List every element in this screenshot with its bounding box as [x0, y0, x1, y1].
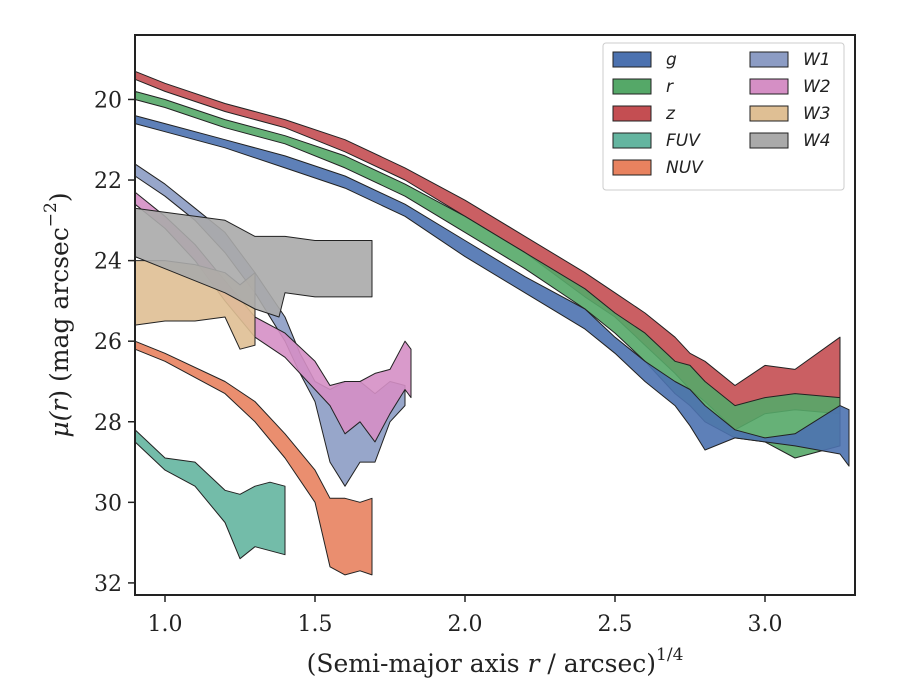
legend-swatch-w1	[749, 51, 789, 68]
y-axis-label: μ(r) (mag arcsec−2)	[41, 192, 74, 437]
band-g	[134, 115, 850, 467]
y-tick-label: 32	[94, 572, 122, 597]
legend-swatch-w2	[749, 78, 789, 95]
band-fuv	[134, 429, 286, 560]
y-tick-label: 22	[94, 169, 122, 194]
legend-label-nuv: NUV	[666, 158, 704, 178]
y-tick-label: 20	[94, 88, 122, 113]
profile-bands	[134, 70, 850, 576]
x-axis-label: (Semi-major axis r / arcsec)1/4	[307, 645, 684, 678]
x-tick-label: 2.5	[598, 612, 633, 637]
legend-label-fuv: FUV	[666, 131, 701, 151]
legend-label-r: r	[666, 77, 674, 97]
y-tick-label: 30	[94, 491, 122, 516]
legend-label-g: g	[666, 50, 677, 70]
x-tick-label: 2.0	[448, 612, 483, 637]
y-axis-ticks: 20 22 24 26 28 30 32	[94, 88, 135, 597]
band-nuv	[134, 340, 373, 576]
band-w4	[134, 207, 373, 318]
legend-swatch-g	[612, 51, 652, 68]
legend-swatch-nuv	[612, 159, 652, 176]
legend-label-w4: W4	[803, 131, 831, 151]
x-tick-label: 1.0	[148, 612, 183, 637]
legend-swatch-w4	[749, 132, 789, 149]
legend-swatch-r	[612, 78, 652, 95]
legend-label-z: z	[665, 104, 676, 124]
legend-label-w1: W1	[803, 50, 831, 70]
legend-swatch-z	[612, 105, 652, 122]
y-tick-label: 24	[94, 250, 122, 275]
legend-label-w2: W2	[803, 77, 831, 97]
legend-swatch-fuv	[612, 132, 652, 149]
y-tick-label: 26	[94, 330, 122, 355]
x-tick-label: 1.5	[298, 612, 333, 637]
legend-swatch-w3	[749, 105, 789, 122]
legend: grz FUV NUV W1 W2 W3 W4	[602, 42, 845, 191]
plot-frame	[134, 34, 856, 596]
y-tick-label: 28	[94, 411, 122, 436]
legend-label-w3: W3	[803, 104, 831, 124]
x-axis-ticks: 1.0 1.5 2.0 2.5 3.0	[148, 595, 783, 637]
x-tick-label: 3.0	[748, 612, 783, 637]
